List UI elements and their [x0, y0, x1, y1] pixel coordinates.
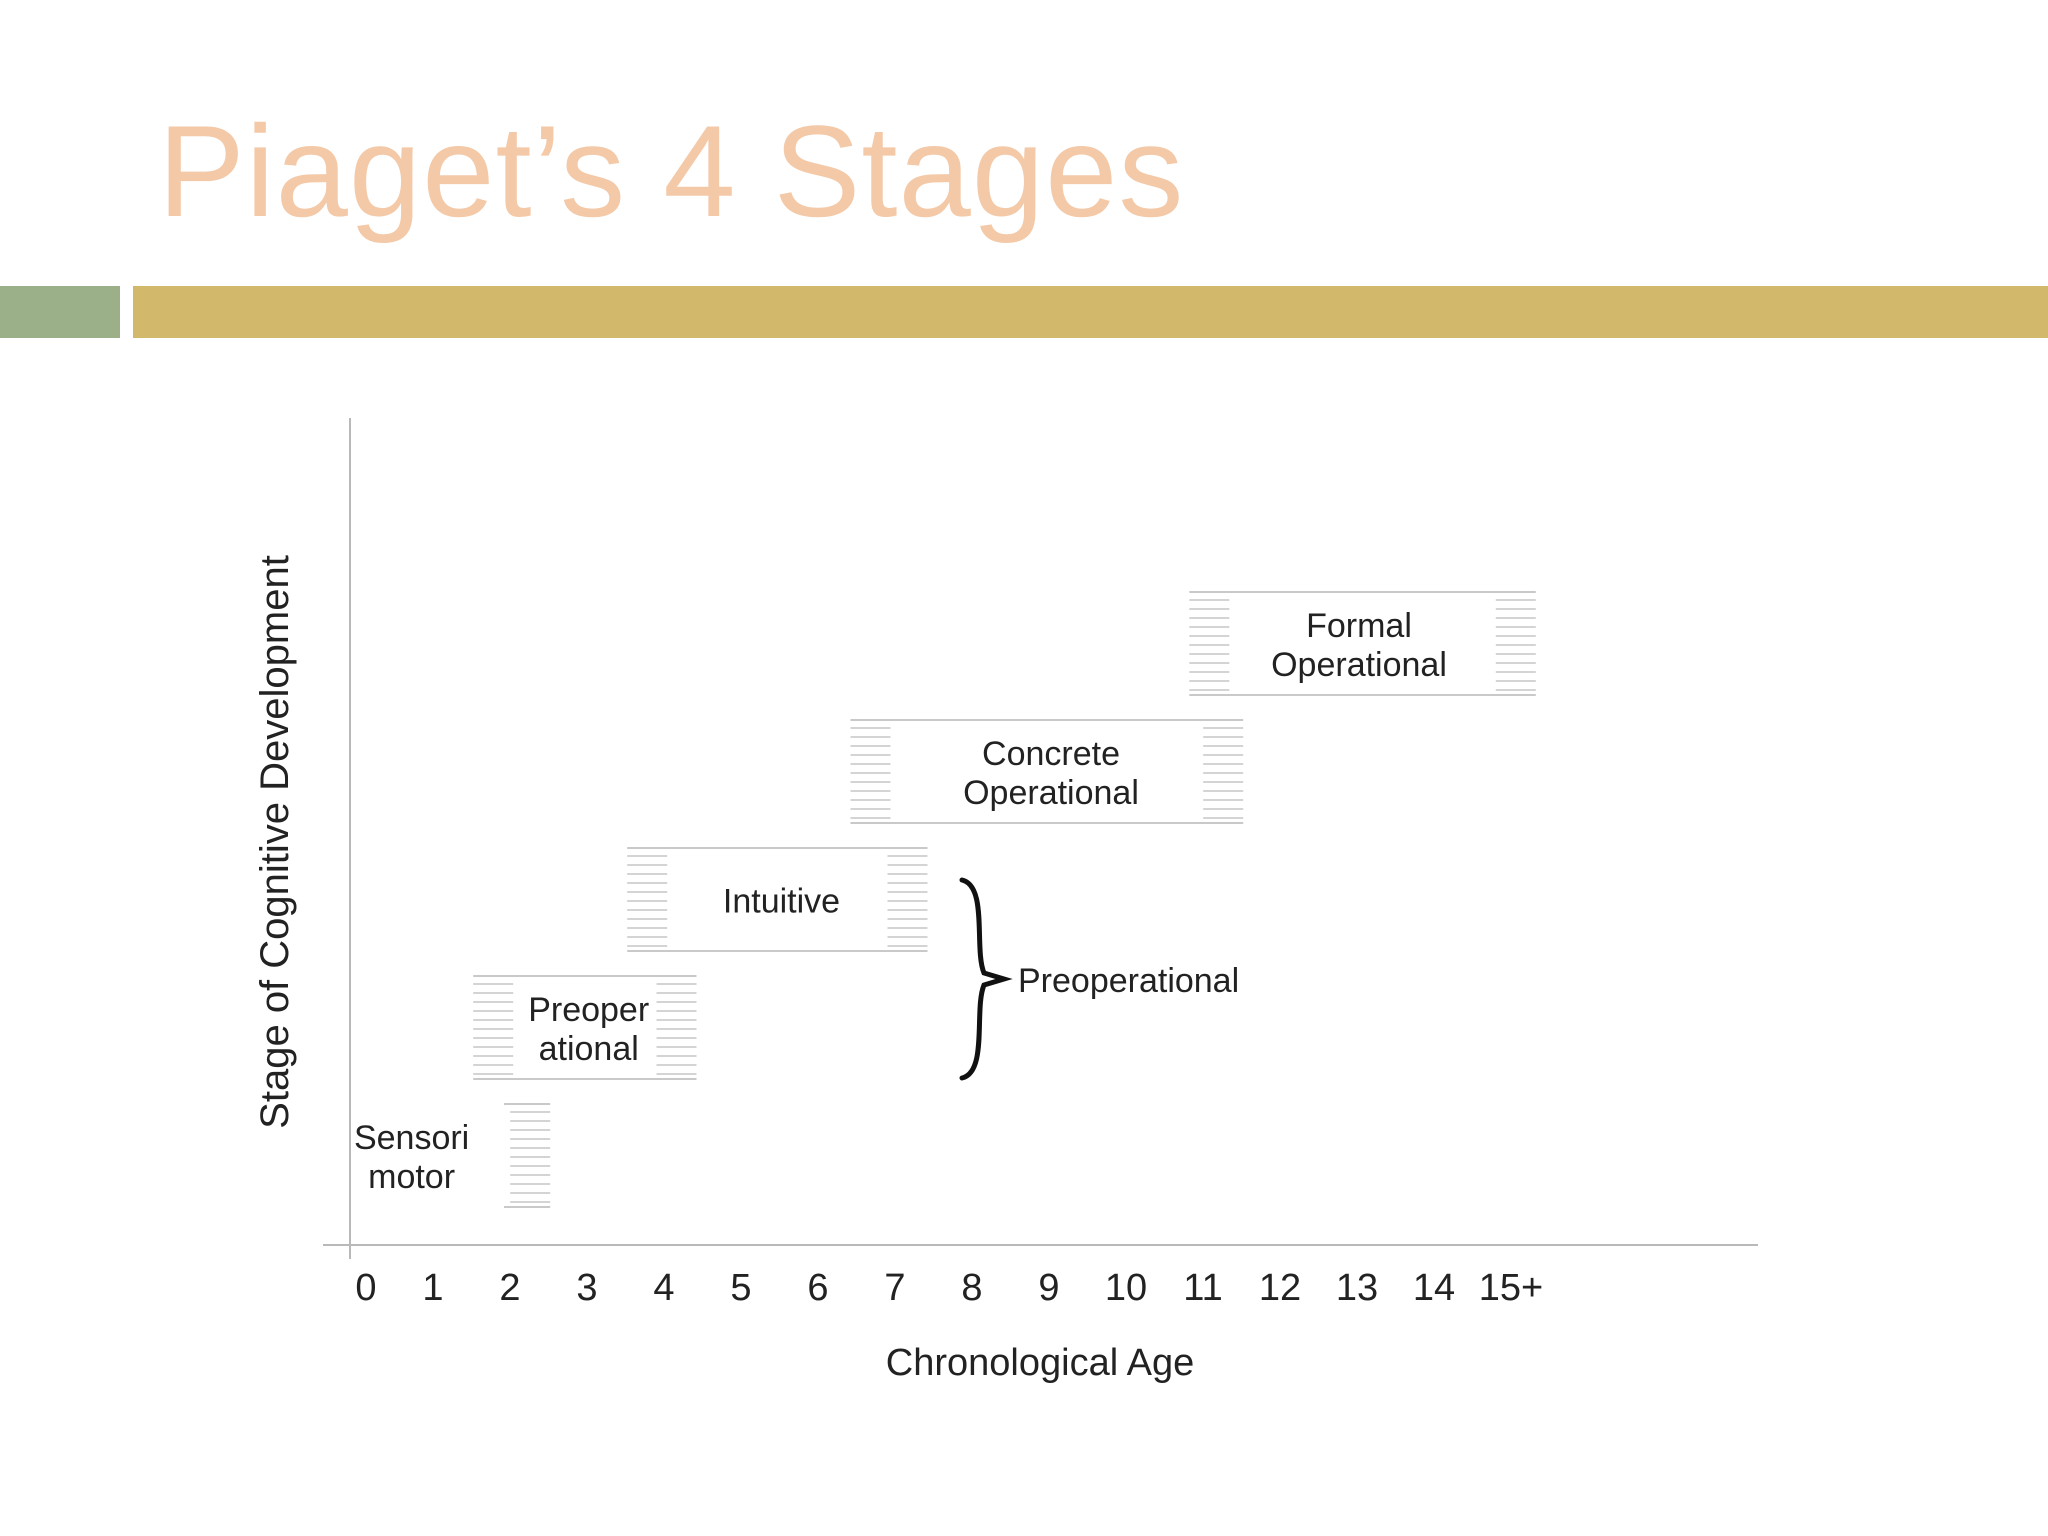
- stage-label: ational: [539, 1030, 639, 1068]
- x-tick-label: 13: [1336, 1267, 1378, 1309]
- x-tick-label: 11: [1183, 1267, 1222, 1309]
- stage-label: motor: [368, 1158, 455, 1196]
- x-tick-label: 7: [884, 1267, 905, 1309]
- stage-preoperational: Preoperational: [473, 975, 697, 1080]
- stage-label: Operational: [963, 774, 1139, 812]
- x-tick-label: 6: [807, 1267, 828, 1309]
- bracket-label: Preoperational: [1018, 962, 1239, 1000]
- x-tick-label: 4: [653, 1267, 674, 1309]
- stage-label: Operational: [1271, 646, 1447, 684]
- x-tick-label: 5: [730, 1267, 751, 1309]
- preoperational-bracket: [959, 877, 1013, 1081]
- x-tick-label: 3: [576, 1267, 597, 1309]
- x-tick-label: 2: [499, 1267, 520, 1309]
- x-tick-label: 10: [1105, 1267, 1147, 1309]
- y-axis-label: Stage of Cognitive Development: [253, 555, 297, 1129]
- stage-hatch-right: [887, 855, 928, 947]
- x-tick-label: 9: [1038, 1267, 1059, 1309]
- stage-label: Intuitive: [723, 883, 840, 921]
- stage-label: Concrete: [982, 735, 1120, 773]
- stage-hatch-right: [1495, 599, 1536, 691]
- accent-bar-gold: [133, 286, 2048, 338]
- stage-label: Sensori: [354, 1119, 469, 1157]
- stage-hatch-left: [850, 727, 891, 819]
- accent-bar-green: [0, 286, 120, 338]
- stage-hatch-right: [656, 983, 697, 1075]
- x-tick-label: 12: [1259, 1267, 1301, 1309]
- x-tick-label: 8: [961, 1267, 982, 1309]
- x-tick-label: 15+: [1479, 1267, 1543, 1309]
- x-axis-label: Chronological Age: [886, 1342, 1194, 1384]
- stage-hatch-left: [473, 983, 514, 1075]
- stage-hatch-right: [510, 1111, 551, 1203]
- stage-label: Formal: [1306, 607, 1412, 645]
- stage-hatch-right: [1203, 727, 1244, 819]
- stage-intuitive: Intuitive: [627, 847, 928, 952]
- stage-hatch-left: [1189, 599, 1230, 691]
- stage-label: Preoper: [528, 991, 649, 1029]
- slide-title: Piaget’s 4 Stages: [158, 98, 1185, 244]
- x-tick-label: 14: [1413, 1267, 1455, 1309]
- x-tick-label: 1: [422, 1267, 443, 1309]
- x-tick-label: 0: [355, 1267, 376, 1309]
- stage-hatch-left: [627, 855, 668, 947]
